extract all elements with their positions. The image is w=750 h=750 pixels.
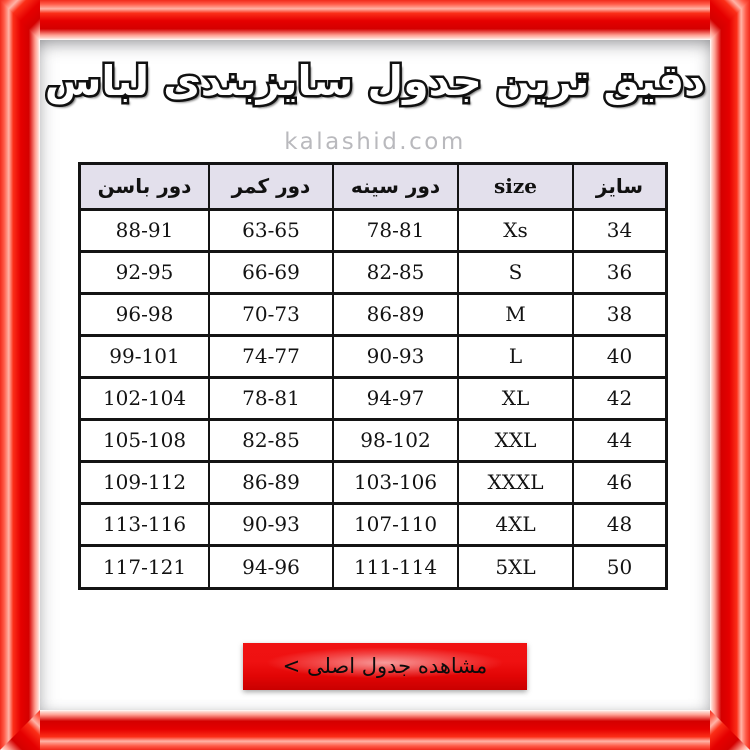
table-row: 46 XXXL 103-106 86-89 109-112 <box>81 461 665 505</box>
cell-waist: 86-89 <box>208 461 333 505</box>
cell-size-number: 50 <box>572 545 665 587</box>
frame-band-top <box>0 0 750 40</box>
size-table-body: 34 Xs 78-81 63-65 88-91 36 S 82-85 66-69… <box>81 209 665 587</box>
table-row: 34 Xs 78-81 63-65 88-91 <box>81 209 665 253</box>
cell-waist: 90-93 <box>208 503 333 547</box>
content-canvas: دقیق ترین جدول سایزبندی لباس kalashid.co… <box>40 40 710 710</box>
site-watermark: kalashid.com <box>284 129 466 155</box>
cell-hip: 105-108 <box>81 419 209 463</box>
frame-corner-bottom-left <box>0 710 40 750</box>
table-row: 50 5XL 111-114 94-96 117-121 <box>81 545 665 587</box>
cell-hip: 109-112 <box>81 461 209 505</box>
size-table: سایز size دور سینه دور کمر دور باسن 34 X… <box>81 165 665 587</box>
frame-corner-top-right <box>710 0 750 40</box>
table-header-row: سایز size دور سینه دور کمر دور باسن <box>81 165 665 211</box>
cell-size-label: XXXL <box>457 461 573 505</box>
cell-size-label: S <box>457 251 573 295</box>
cell-size-number: 46 <box>572 461 665 505</box>
cell-waist: 70-73 <box>208 293 333 337</box>
cell-waist: 63-65 <box>208 209 333 253</box>
view-original-table-button[interactable]: مشاهده جدول اصلی > <box>243 643 527 690</box>
cell-size-label: M <box>457 293 573 337</box>
cell-waist: 82-85 <box>208 419 333 463</box>
cell-bust: 90-93 <box>332 335 458 379</box>
frame-corner-top-left <box>0 0 40 40</box>
table-row: 44 XXL 98-102 82-85 105-108 <box>81 419 665 463</box>
column-header-bust: دور سینه <box>332 165 458 211</box>
cell-size-label: XL <box>457 377 573 421</box>
cell-bust: 111-114 <box>332 545 458 587</box>
frame-band-right <box>710 0 750 750</box>
cell-size-label: Xs <box>457 209 573 253</box>
cell-size-label: XXL <box>457 419 573 463</box>
cell-bust: 86-89 <box>332 293 458 337</box>
cell-hip: 99-101 <box>81 335 209 379</box>
table-row: 48 4XL 107-110 90-93 113-116 <box>81 503 665 547</box>
cell-bust: 78-81 <box>332 209 458 253</box>
cell-bust: 98-102 <box>332 419 458 463</box>
frame-band-left <box>0 0 40 750</box>
table-row: 38 M 86-89 70-73 96-98 <box>81 293 665 337</box>
cell-size-label: 4XL <box>457 503 573 547</box>
cell-size-number: 48 <box>572 503 665 547</box>
page-title: دقیق ترین جدول سایزبندی لباس <box>42 55 707 107</box>
cell-size-number: 44 <box>572 419 665 463</box>
cell-bust: 107-110 <box>332 503 458 547</box>
cell-hip: 102-104 <box>81 377 209 421</box>
frame-band-bottom <box>0 710 750 750</box>
table-row: 40 L 90-93 74-77 99-101 <box>81 335 665 379</box>
column-header-size-number: سایز <box>572 165 665 211</box>
cell-waist: 66-69 <box>208 251 333 295</box>
cell-hip: 96-98 <box>81 293 209 337</box>
cell-bust: 94-97 <box>332 377 458 421</box>
cell-size-number: 40 <box>572 335 665 379</box>
column-header-waist: دور کمر <box>208 165 333 211</box>
cell-bust: 103-106 <box>332 461 458 505</box>
size-table-head: سایز size دور سینه دور کمر دور باسن <box>81 165 665 211</box>
cell-hip: 113-116 <box>81 503 209 547</box>
cell-size-number: 38 <box>572 293 665 337</box>
frame-corner-bottom-right <box>710 710 750 750</box>
size-table-container: سایز size دور سینه دور کمر دور باسن 34 X… <box>78 162 668 590</box>
cell-size-number: 34 <box>572 209 665 253</box>
column-header-hip: دور باسن <box>81 165 209 211</box>
column-header-size-label: size <box>457 165 573 211</box>
cell-size-number: 36 <box>572 251 665 295</box>
cell-waist: 78-81 <box>208 377 333 421</box>
cell-waist: 94-96 <box>208 545 333 587</box>
cell-size-label: L <box>457 335 573 379</box>
table-row: 42 XL 94-97 78-81 102-104 <box>81 377 665 421</box>
cell-hip: 88-91 <box>81 209 209 253</box>
cell-hip: 117-121 <box>81 545 209 587</box>
table-row: 36 S 82-85 66-69 92-95 <box>81 251 665 295</box>
cell-bust: 82-85 <box>332 251 458 295</box>
cell-size-number: 42 <box>572 377 665 421</box>
cell-waist: 74-77 <box>208 335 333 379</box>
cell-size-label: 5XL <box>457 545 573 587</box>
cell-hip: 92-95 <box>81 251 209 295</box>
